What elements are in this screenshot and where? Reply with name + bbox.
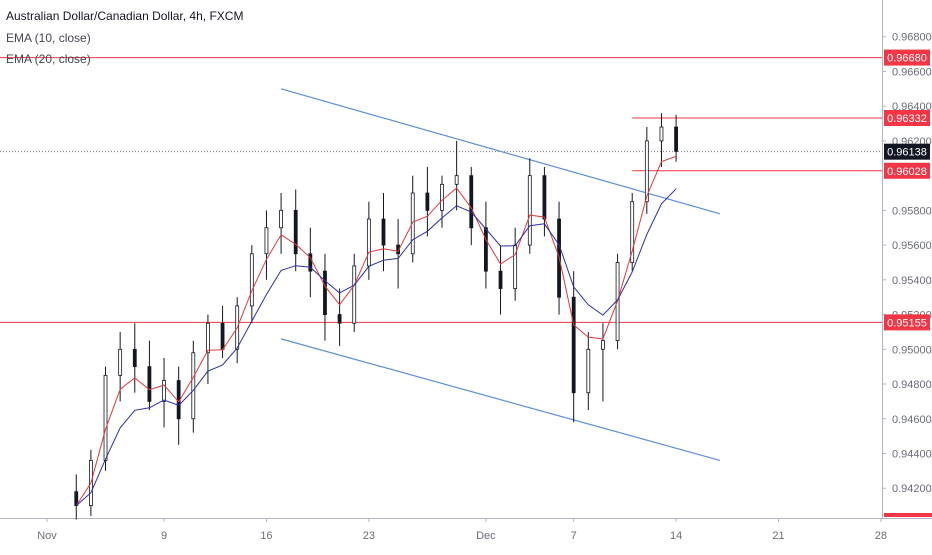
current-price-tag-bg [884,143,930,160]
price-tick-label: 0.94200 [892,483,932,495]
ema10-legend-label[interactable]: EMA (10, close) [6,31,91,45]
candle-body [601,340,605,350]
candle-body [425,192,430,211]
candle-body [220,322,225,350]
candle-body [279,209,283,229]
level-price-tag: 0.95155 [887,317,927,329]
symbol-title[interactable]: Australian Dollar/Canadian Dollar, 4h, F… [6,9,244,23]
candle-body [132,348,137,368]
candle-body [118,348,123,376]
level-price-tag: 0.96028 [887,166,927,178]
candle-body [674,126,678,152]
ema10-line [75,155,677,506]
price-tick-label: 0.96600 [892,66,932,78]
level-price-tag: 0.96332 [887,113,927,125]
ema20-line [75,188,677,506]
time-tick-label: Dec [476,530,496,542]
channel-lower-line [280,338,721,462]
candle-body [527,175,532,246]
candle-body [191,352,196,420]
price-tick-label: 0.94600 [892,414,932,426]
candle-body [206,322,210,354]
candle-body [630,201,635,263]
candle-body [644,140,649,203]
candle-body [308,253,313,272]
level-price-tag: 0.96680 [887,53,927,65]
current-price-tag: 0.96138 [887,147,927,159]
candle-body [103,374,108,461]
candle-body [323,270,327,315]
price-tick-label: 0.95600 [892,240,932,252]
time-tick-label: Nov [37,530,57,542]
price-tick-label: 0.94800 [892,379,932,391]
level-price-tag-bg [884,109,930,126]
price-tick-label: 0.95000 [892,344,932,356]
price-tick-label: 0.95400 [892,275,932,287]
candle-body [586,348,591,394]
candle-body [454,175,459,185]
candle-body [483,227,488,272]
candle-body [74,491,79,506]
candle-body [264,227,269,255]
candle-body [396,244,401,255]
candle-body [366,218,371,267]
candle-body [469,175,474,229]
candle-body [337,314,342,324]
time-tick-label: 23 [363,530,375,542]
level-price-tag-bg [884,162,930,179]
level-price-tag-bg [884,314,930,331]
time-tick-label: 16 [260,530,272,542]
candle-body [498,270,503,289]
offscreen-level-marker [884,513,932,517]
time-tick-label: 28 [875,530,887,542]
candle-body [381,218,386,246]
price-tick-label: 0.94400 [892,448,932,460]
candle-body [440,183,444,211]
time-tick-label: 9 [161,530,167,542]
candle-body [249,253,254,307]
time-tick-label: 21 [772,530,784,542]
price-tick-label: 0.95800 [892,205,932,217]
time-tick-label: 14 [670,530,682,542]
ema20-legend-label[interactable]: EMA (20, close) [6,52,91,66]
time-tick-label: 7 [571,530,577,542]
candle-body [542,175,547,220]
candle-body [147,366,152,402]
candle-body [659,126,664,142]
candle-body [293,209,298,255]
candle-body [352,265,357,324]
candle-body [410,192,415,255]
candle-body [571,296,576,394]
price-tick-label: 0.96800 [892,32,932,44]
level-price-tag-bg [884,49,930,66]
candle-body [162,380,166,402]
